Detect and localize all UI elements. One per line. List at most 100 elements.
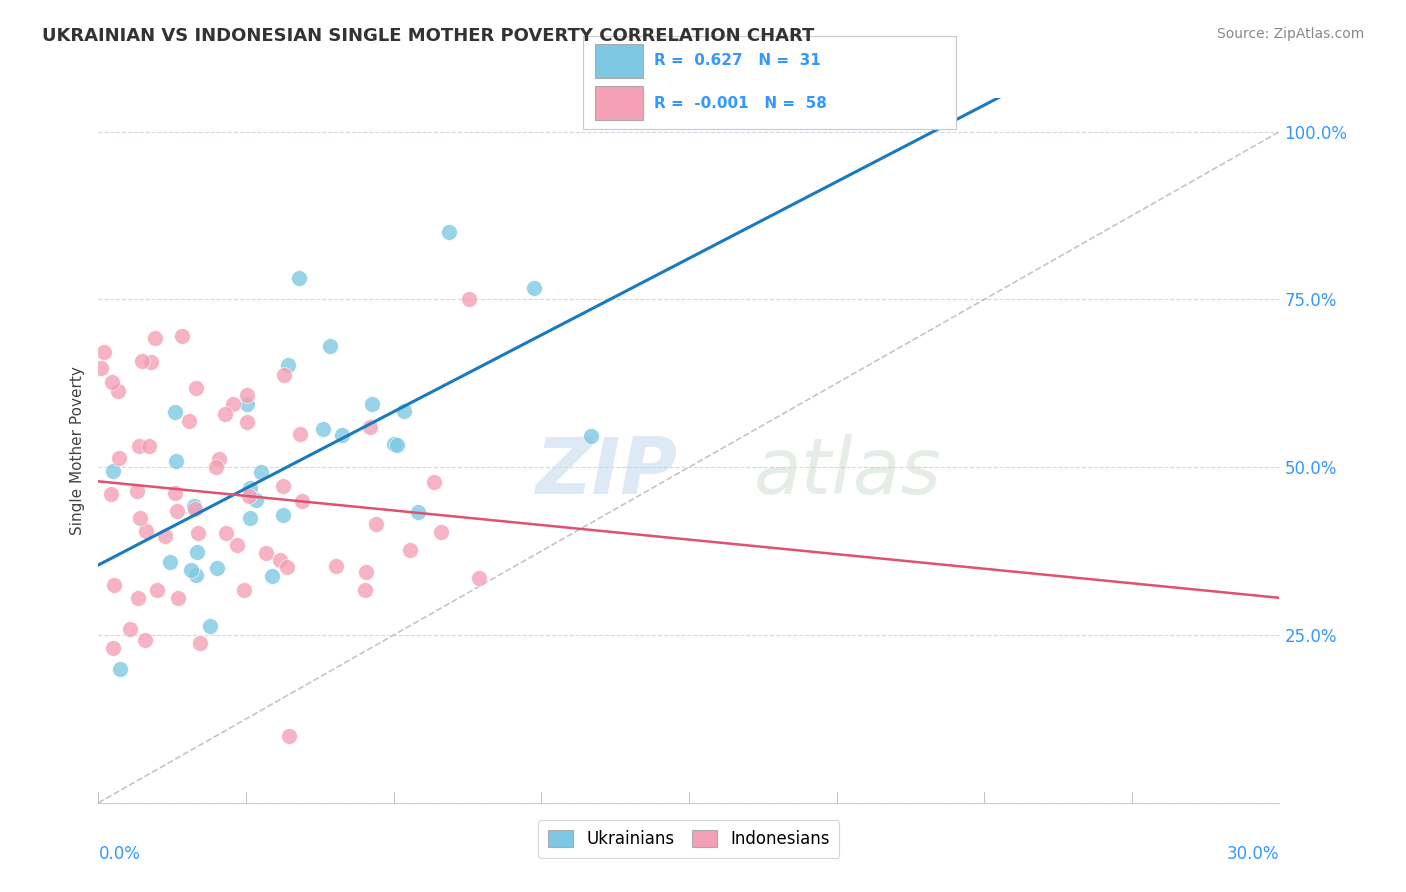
Point — [180, 563, 202, 577]
Point — [93, 345, 115, 359]
Text: UKRAINIAN VS INDONESIAN SINGLE MOTHER POVERTY CORRELATION CHART: UKRAINIAN VS INDONESIAN SINGLE MOTHER PO… — [42, 27, 814, 45]
Point — [143, 331, 166, 345]
Point — [184, 501, 207, 516]
Y-axis label: Single Mother Poverty: Single Mother Poverty — [69, 366, 84, 535]
Point — [135, 524, 157, 538]
Point — [134, 633, 156, 648]
Point — [139, 355, 162, 369]
Point — [198, 618, 221, 632]
Point — [205, 459, 228, 474]
Point — [269, 553, 291, 567]
Point — [187, 525, 209, 540]
Point — [273, 368, 295, 382]
Point — [170, 329, 193, 343]
Point — [271, 479, 294, 493]
Point — [90, 361, 112, 376]
Point — [382, 436, 405, 450]
Point — [118, 622, 141, 636]
Point — [215, 526, 238, 541]
FancyBboxPatch shape — [595, 87, 643, 120]
Point — [239, 481, 262, 495]
Point — [226, 538, 249, 552]
Point — [165, 454, 187, 468]
Point — [235, 388, 257, 402]
Point — [325, 558, 347, 573]
Point — [163, 486, 186, 500]
Text: R =  -0.001   N =  58: R = -0.001 N = 58 — [654, 95, 827, 111]
Point — [245, 492, 267, 507]
Text: Source: ZipAtlas.com: Source: ZipAtlas.com — [1216, 27, 1364, 41]
Point — [288, 426, 311, 441]
Point — [214, 407, 236, 421]
Point — [186, 545, 208, 559]
Point — [260, 569, 283, 583]
Point — [128, 511, 150, 525]
Point — [159, 555, 181, 569]
Point — [188, 636, 211, 650]
Point — [319, 339, 342, 353]
Point — [385, 438, 408, 452]
Point — [277, 358, 299, 372]
Point — [359, 419, 381, 434]
Point — [186, 381, 208, 395]
Point — [276, 559, 298, 574]
Point — [364, 516, 387, 531]
Point — [238, 489, 260, 503]
Point — [131, 354, 153, 368]
Point — [101, 640, 124, 655]
Point — [354, 582, 377, 597]
Point — [233, 583, 256, 598]
Point — [208, 452, 231, 467]
Point — [125, 483, 148, 498]
Point — [186, 567, 208, 582]
Point — [468, 571, 491, 585]
Point — [354, 565, 377, 579]
FancyBboxPatch shape — [595, 44, 643, 78]
Point — [361, 397, 384, 411]
Point — [288, 271, 311, 285]
Point — [183, 499, 205, 513]
Point — [581, 428, 603, 442]
Point — [437, 225, 460, 239]
Point — [392, 404, 415, 418]
Point — [127, 591, 149, 605]
Text: 0.0%: 0.0% — [98, 845, 141, 863]
Point — [523, 281, 546, 295]
Point — [100, 375, 122, 389]
Point — [108, 450, 131, 465]
Point — [429, 524, 451, 539]
Point — [271, 508, 294, 523]
Point — [277, 729, 299, 743]
Point — [406, 506, 429, 520]
Point — [179, 414, 201, 428]
Point — [458, 293, 481, 307]
Point — [167, 591, 190, 605]
Text: R =  0.627   N =  31: R = 0.627 N = 31 — [654, 54, 821, 69]
Point — [236, 397, 259, 411]
Point — [239, 511, 262, 525]
Point — [103, 578, 125, 592]
Point — [398, 542, 420, 557]
Point — [254, 546, 277, 560]
Point — [145, 582, 167, 597]
Point — [103, 464, 125, 478]
Point — [222, 397, 245, 411]
Point — [163, 404, 186, 418]
Point — [166, 504, 188, 518]
Point — [153, 529, 176, 543]
Text: ZIP: ZIP — [536, 434, 678, 509]
Point — [128, 439, 150, 453]
Text: 30.0%: 30.0% — [1227, 845, 1279, 863]
Point — [312, 422, 335, 436]
Point — [108, 662, 131, 676]
Legend: Ukrainians, Indonesians: Ukrainians, Indonesians — [538, 820, 839, 858]
Point — [250, 465, 273, 479]
Text: atlas: atlas — [754, 434, 942, 509]
Point — [422, 475, 444, 490]
Point — [138, 439, 160, 453]
Point — [291, 494, 314, 508]
Point — [107, 384, 129, 399]
Point — [100, 486, 122, 500]
Point — [330, 427, 353, 442]
Point — [236, 415, 259, 429]
